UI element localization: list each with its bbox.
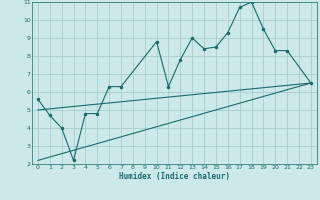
X-axis label: Humidex (Indice chaleur): Humidex (Indice chaleur) [119, 172, 230, 181]
